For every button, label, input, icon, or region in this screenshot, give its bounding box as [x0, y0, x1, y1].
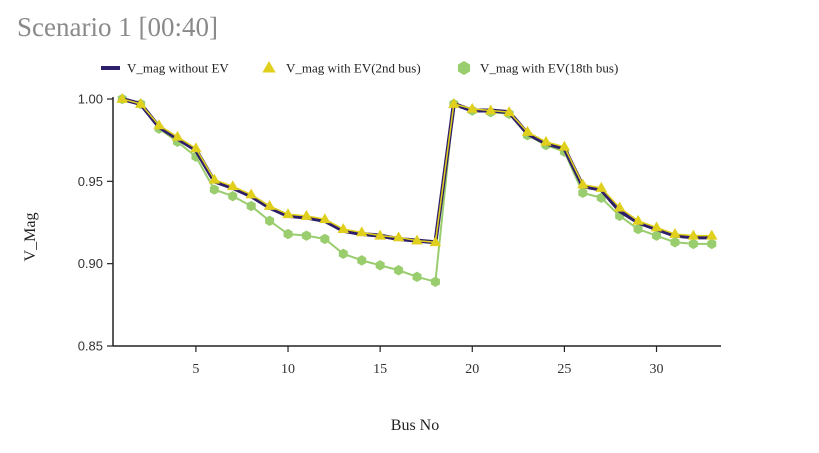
data-point	[301, 230, 311, 241]
data-point	[208, 173, 221, 184]
legend-item-1: V_mag without EV	[101, 61, 229, 76]
series-2	[116, 93, 718, 247]
data-point	[706, 229, 718, 240]
data-point	[209, 184, 219, 195]
data-point	[227, 180, 239, 191]
data-point	[320, 233, 330, 245]
data-point	[153, 119, 165, 130]
data-point	[448, 97, 460, 108]
data-point	[429, 236, 442, 247]
data-point	[521, 125, 534, 136]
x-tick-label: 20	[465, 362, 479, 377]
data-point	[466, 102, 478, 113]
data-point	[356, 226, 368, 237]
data-point	[246, 200, 256, 212]
data-point	[357, 255, 367, 266]
data-point	[263, 200, 276, 210]
data-point	[632, 214, 644, 225]
data-point	[338, 248, 348, 259]
data-point	[265, 215, 275, 227]
data-point	[687, 229, 700, 240]
data-point	[540, 135, 552, 146]
series-1	[121, 97, 712, 245]
data-point	[245, 188, 257, 199]
data-point	[633, 223, 643, 235]
data-point	[282, 208, 294, 219]
legend-label: V_mag with EV(2nd bus)	[286, 61, 421, 76]
data-point	[392, 231, 405, 242]
data-point	[116, 93, 128, 103]
series-3	[117, 93, 717, 287]
legend-label: V_mag with EV(18th bus)	[480, 61, 618, 76]
series-line	[121, 97, 712, 245]
x-tick-label: 10	[281, 362, 295, 377]
data-point	[171, 130, 184, 141]
y-axis-label: V_Mag	[22, 213, 39, 262]
x-tick-label: 5	[192, 362, 199, 377]
data-point	[595, 181, 607, 192]
series-line	[122, 98, 712, 244]
data-point	[319, 213, 331, 224]
data-point	[374, 229, 386, 240]
chart-title: Scenario 1 [00:40]	[17, 12, 218, 42]
data-point	[134, 97, 147, 108]
data-point	[228, 190, 238, 202]
data-point	[300, 209, 313, 220]
data-point	[558, 140, 571, 151]
data-point	[337, 223, 350, 233]
data-point	[613, 201, 626, 212]
legend-item-3: V_mag with EV(18th bus)	[457, 61, 618, 76]
legend: V_mag without EV V_mag with EV(2nd bus) V_…	[101, 61, 618, 76]
data-point	[411, 234, 423, 245]
y-tick-label: 0.95	[78, 174, 103, 189]
data-point	[503, 106, 515, 117]
legend-item-2: V_mag with EV(2nd bus)	[262, 61, 421, 76]
data-point	[669, 228, 681, 238]
data-point	[394, 265, 404, 276]
data-point	[375, 260, 385, 271]
data-point	[578, 187, 588, 199]
data-point	[430, 276, 440, 287]
y-tick-label: 1.00	[78, 92, 103, 107]
data-point	[283, 228, 293, 240]
data-point	[484, 104, 497, 115]
data-point	[650, 221, 663, 232]
legend-label: V_mag without EV	[127, 61, 229, 76]
series-layer	[116, 93, 718, 287]
x-axis-label: Bus No	[391, 417, 439, 434]
y-tick-label: 0.90	[78, 256, 103, 271]
legend-swatch	[457, 61, 471, 75]
data-point	[688, 238, 698, 250]
x-tick-label: 15	[373, 362, 387, 377]
chart-axes: 0.85 0.90 0.95 1.00 5 10 15 20 25 30	[78, 92, 721, 377]
x-tick-label: 25	[557, 362, 571, 377]
y-tick-label: 0.85	[78, 339, 103, 354]
data-point	[652, 230, 662, 241]
x-tick-label: 30	[650, 362, 664, 377]
data-point	[577, 178, 589, 189]
data-point	[707, 238, 717, 250]
data-point	[670, 237, 680, 248]
data-point	[190, 142, 202, 153]
data-point	[412, 271, 422, 283]
legend-swatch	[262, 61, 276, 73]
